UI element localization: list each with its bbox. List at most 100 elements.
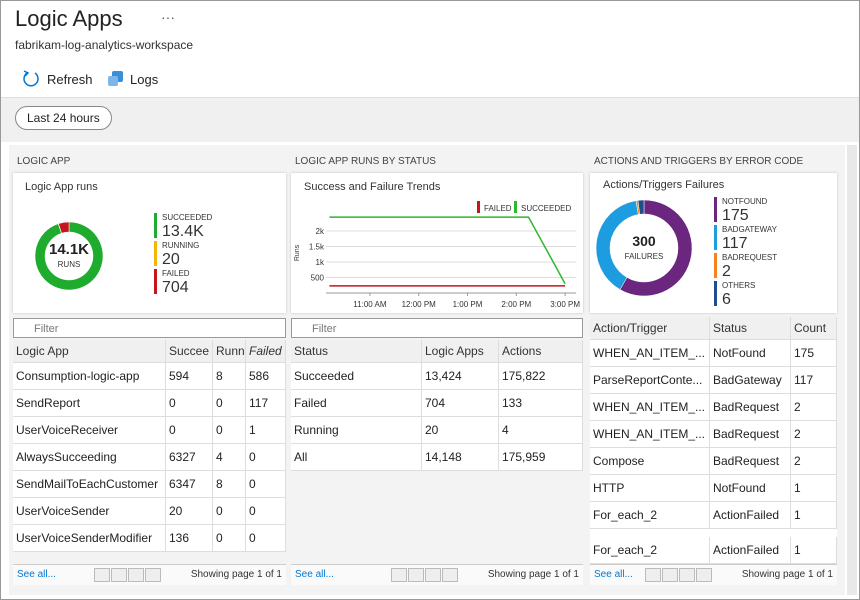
table-cell: SendMailToEachCustomer	[13, 471, 166, 497]
table-header: Logic App Succee Runn Failed	[13, 340, 286, 363]
column-header: Logic Apps	[422, 340, 499, 362]
table-cell: 133	[499, 390, 583, 416]
logs-icon	[108, 71, 123, 86]
page-status: Showing page 1 of 1	[190, 569, 282, 580]
table-cell: 0	[166, 390, 213, 416]
pager-button	[145, 568, 161, 582]
pager-button	[391, 568, 407, 582]
subtitle: fabrikam-log-analytics-workspace	[15, 38, 194, 52]
table-cell: BadGateway	[710, 367, 791, 393]
table-cell: 0	[166, 417, 213, 443]
pager-button	[679, 568, 695, 582]
table-row: Failed 704 133	[291, 390, 583, 417]
column-header: Failed	[246, 340, 286, 362]
table-cell: 594	[166, 363, 213, 389]
pager-button	[111, 568, 127, 582]
table-cell: 4	[499, 417, 583, 443]
table-cell: 0	[213, 417, 246, 443]
table-cell: 0	[246, 498, 286, 524]
table-cell: ActionFailed	[710, 502, 791, 528]
see-all-link[interactable]: See all...	[594, 569, 633, 580]
table-cell: 586	[246, 363, 286, 389]
table-cell: 117	[246, 390, 286, 416]
table-cell: For_each_2	[590, 537, 710, 563]
filter-box[interactable]: Filter	[13, 318, 286, 338]
table-row: Compose BadRequest 2	[590, 448, 837, 475]
table-cell: UserVoiceSenderModifier	[13, 525, 166, 551]
see-all-link[interactable]: See all...	[17, 569, 56, 580]
table-row: WHEN_AN_ITEM_... BadRequest 2	[590, 394, 837, 421]
pager-button	[128, 568, 144, 582]
table-cell: NotFound	[710, 475, 791, 501]
table-row: SendReport 0 0 117	[13, 390, 286, 417]
table-cell: Failed	[291, 390, 422, 416]
see-all-link[interactable]: See all...	[295, 569, 334, 580]
table-cell: 175,959	[499, 444, 583, 470]
table-row: HTTP NotFound 1	[590, 475, 837, 502]
table-cell: Succeeded	[291, 363, 422, 389]
table-cell: BadRequest	[710, 394, 791, 420]
table-cell: 1	[791, 537, 837, 563]
table-cell: 0	[213, 525, 246, 551]
table-cell: WHEN_AN_ITEM_...	[590, 421, 710, 447]
table-cell: 6347	[166, 471, 213, 497]
table-row: WHEN_AN_ITEM_... NotFound 175	[590, 340, 837, 367]
pager-button	[442, 568, 458, 582]
panel-heading: ACTIONS AND TRIGGERS BY ERROR CODE	[594, 156, 804, 167]
column-header: Action/Trigger	[590, 317, 710, 339]
table-cell: 2	[791, 394, 837, 420]
logs-button[interactable]: Logs	[130, 72, 159, 87]
table-cell: 0	[246, 471, 286, 497]
table-cell: SendReport	[13, 390, 166, 416]
time-range-button[interactable]: Last 24 hours	[15, 106, 112, 130]
table: Status Logic Apps Actions Succeeded 13,424 17…	[291, 340, 583, 471]
table-cell: 4	[213, 444, 246, 470]
pager-button	[408, 568, 424, 582]
table-header: Status Logic Apps Actions	[291, 340, 583, 363]
column-header: Status	[710, 317, 791, 339]
pager-button	[645, 568, 661, 582]
table-row: WHEN_AN_ITEM_... BadRequest 2	[590, 421, 837, 448]
table-cell: 136	[166, 525, 213, 551]
filter-box[interactable]: Filter	[291, 318, 583, 338]
page-status: Showing page 1 of 1	[487, 569, 579, 580]
chart-card	[13, 173, 286, 313]
table-cell: Consumption-logic-app	[13, 363, 166, 389]
table-cell: BadRequest	[710, 448, 791, 474]
table-cell: WHEN_AN_ITEM_...	[590, 394, 710, 420]
more-button[interactable]: ···	[161, 9, 175, 25]
table-cell: 20	[422, 417, 499, 443]
table-cell: 0	[246, 525, 286, 551]
table-cell: All	[291, 444, 422, 470]
column-header: Status	[291, 340, 422, 362]
table-row: UserVoiceSender 20 0 0	[13, 498, 286, 525]
table-cell: UserVoiceSender	[13, 498, 166, 524]
table-row: For_each_2 ActionFailed 1	[590, 537, 837, 564]
table-cell: 1	[791, 502, 837, 528]
panel-heading: LOGIC APP RUNS BY STATUS	[295, 156, 436, 167]
table-footer: See all... Showing page 1 of 1	[291, 564, 583, 585]
table-footer: See all... Showing page 1 of 1	[13, 564, 286, 585]
table-cell: Running	[291, 417, 422, 443]
filter-bar	[1, 97, 859, 142]
table-cell: AlwaysSucceeding	[13, 444, 166, 470]
table-cell: 704	[422, 390, 499, 416]
table-cell: NotFound	[710, 340, 791, 366]
table-cell: 175	[791, 340, 837, 366]
table-row: Consumption-logic-app 594 8 586	[13, 363, 286, 390]
table-cell: BadRequest	[710, 421, 791, 447]
table: Action/Trigger Status Count WHEN_AN_ITEM_..…	[590, 317, 837, 564]
table-row: ParseReportConte... BadGateway 117	[590, 367, 837, 394]
table-row: UserVoiceSenderModifier 136 0 0	[13, 525, 286, 552]
table-cell: For_each_2	[590, 502, 710, 528]
refresh-icon	[23, 70, 39, 87]
table-cell: 0	[246, 444, 286, 470]
page-status: Showing page 1 of 1	[741, 569, 833, 580]
table-cell: ActionFailed	[710, 537, 791, 563]
scrollbar	[847, 145, 857, 595]
refresh-button[interactable]: Refresh	[47, 72, 93, 87]
table-row: Running 20 4	[291, 417, 583, 444]
pager-button	[662, 568, 678, 582]
table-cell: Compose	[590, 448, 710, 474]
